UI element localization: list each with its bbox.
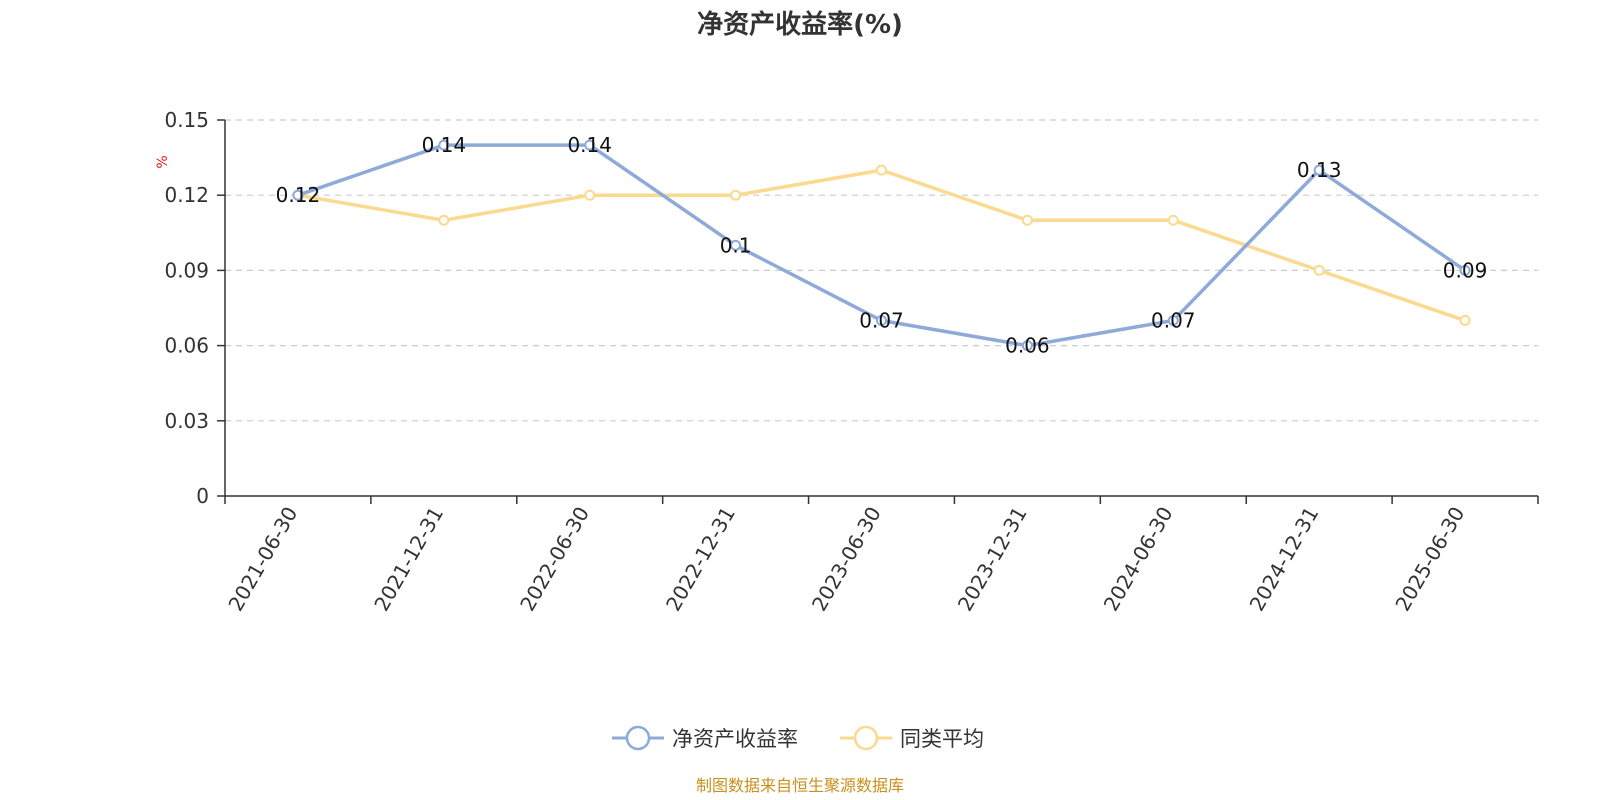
- x-tick-label: 2021-06-30: [223, 503, 302, 616]
- x-tick-label: 2022-06-30: [515, 503, 594, 616]
- data-label: 0.06: [1005, 334, 1050, 358]
- y-tick-label: 0.03: [164, 409, 209, 433]
- data-point: [1313, 264, 1325, 276]
- data-point: [730, 189, 742, 201]
- data-point: [1459, 264, 1471, 276]
- y-axis-unit-label: %: [155, 155, 171, 168]
- data-point: [1167, 315, 1179, 327]
- source-note: 制图数据来自恒生聚源数据库: [696, 776, 904, 795]
- legend-marker: [625, 725, 651, 751]
- data-label: 0.07: [859, 309, 904, 333]
- legend-label: 净资产收益率: [672, 727, 798, 751]
- data-label: 0.1: [720, 233, 752, 257]
- data-point: [584, 139, 596, 151]
- data-point: [1021, 340, 1033, 352]
- legend-item-1[interactable]: 净资产收益率: [612, 725, 798, 751]
- axes: 0 0.03 0.06 0.09 0.12 0.15 2021-06-30 2021-12-3…: [164, 108, 1539, 616]
- data-label: 0.13: [1297, 158, 1342, 182]
- data-point: [1313, 164, 1325, 176]
- series-line: [297, 168, 1466, 323]
- series-layer: [292, 139, 1471, 352]
- data-label: 0.14: [567, 133, 612, 157]
- y-tick-label: 0.06: [164, 334, 209, 358]
- series-2: [292, 164, 1471, 327]
- data-label: 0.12: [276, 183, 321, 207]
- data-point: [876, 315, 887, 327]
- data-label: 0.14: [422, 133, 467, 157]
- y-tick-label: 0.09: [164, 258, 209, 282]
- legend[interactable]: 净资产收益率 同类平均: [612, 725, 984, 751]
- series-1: [292, 139, 1471, 352]
- x-tick-label: 2023-12-31: [953, 503, 1032, 616]
- data-point: [876, 164, 887, 176]
- x-tick-label: 2022-12-31: [661, 503, 740, 616]
- data-point: [584, 189, 596, 201]
- legend-item-2[interactable]: 同类平均: [840, 725, 984, 751]
- y-tick-label: 0.15: [164, 108, 209, 132]
- x-tick-label: 2024-12-31: [1245, 503, 1324, 616]
- data-label: 0.07: [1151, 309, 1196, 333]
- data-point: [438, 139, 450, 151]
- data-point: [730, 239, 742, 251]
- legend-marker: [853, 725, 879, 751]
- y-tick-label: 0.12: [164, 183, 209, 207]
- data-point: [1459, 315, 1471, 327]
- data-point: [1021, 214, 1033, 226]
- x-tick-label: 2024-06-30: [1099, 503, 1178, 616]
- data-point: [438, 214, 450, 226]
- legend-label: 同类平均: [900, 727, 984, 751]
- chart-title: 净资产收益率(%): [697, 9, 903, 40]
- data-point: [1167, 214, 1179, 226]
- x-tick-label: 2025-06-30: [1390, 503, 1469, 616]
- data-labels: 0.12 0.14 0.14 0.1 0.07 0.06 0.07 0.13 0.09: [276, 133, 1488, 358]
- x-tick-label: 2021-12-31: [369, 503, 448, 616]
- x-tick-label: 2023-06-30: [807, 503, 886, 616]
- data-label: 0.09: [1443, 258, 1488, 282]
- data-point: [292, 189, 304, 201]
- y-tick-label: 0: [196, 484, 209, 508]
